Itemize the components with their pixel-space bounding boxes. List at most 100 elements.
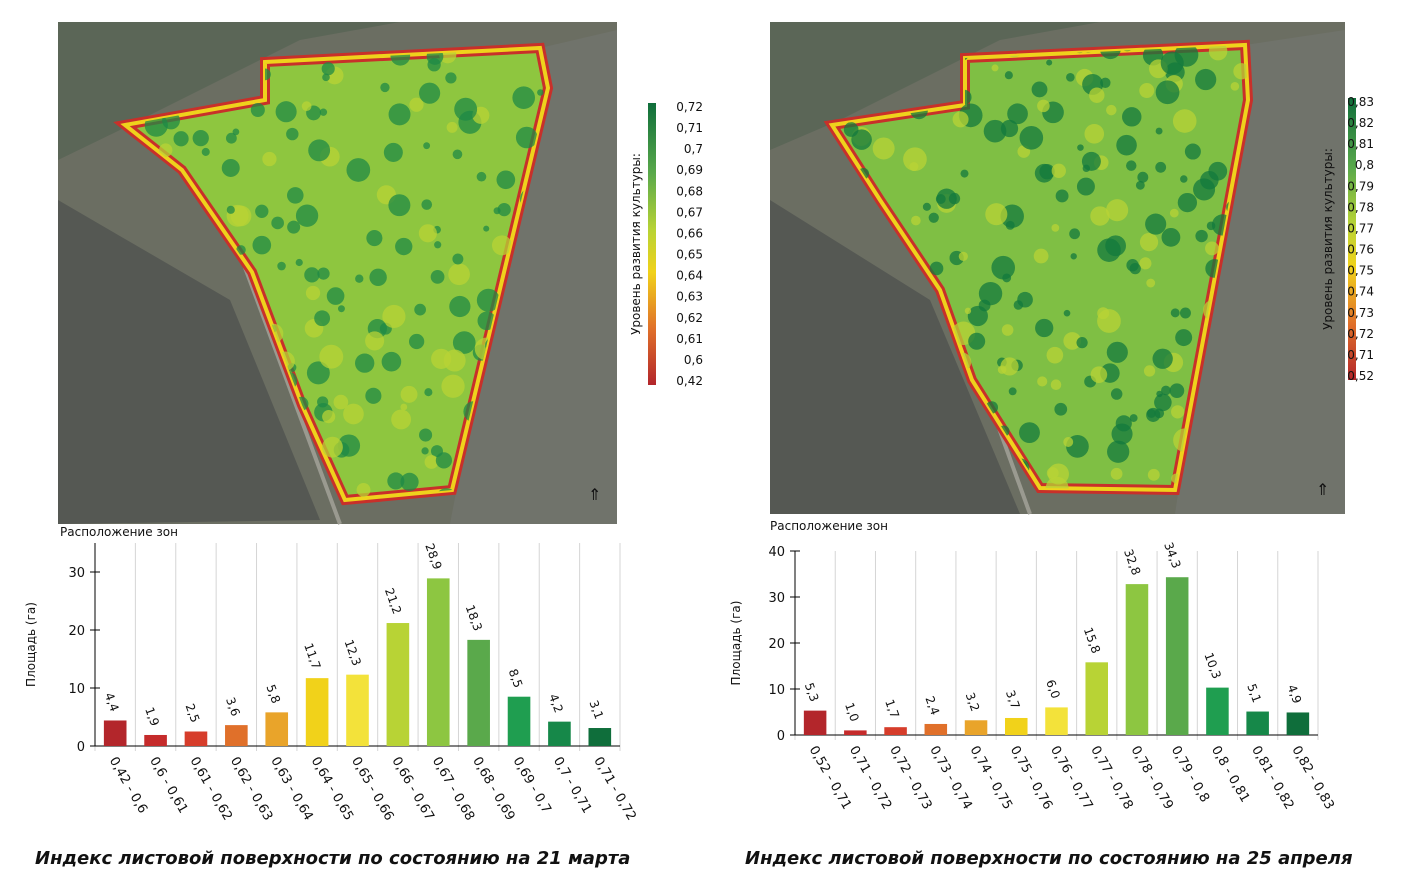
legend-label: 0,69 [676,163,703,177]
value-label: 1,0 [842,701,862,724]
map-spot [389,103,411,125]
map-spot [1107,342,1128,363]
map-spot [1156,80,1180,104]
legend-label: 0,81 [1347,137,1374,151]
map-spot [308,139,330,161]
map-spot [1035,164,1054,183]
legend-label: 0,67 [676,205,703,219]
map-spot [477,172,487,182]
y-tick-label: 0 [777,729,785,744]
bar [467,640,490,746]
map-spot [202,148,210,156]
legend-label: 0,61 [676,332,703,346]
map-spot [1056,190,1069,203]
map-spot [1122,107,1141,126]
map-spot [1137,172,1148,183]
y-tick-label: 0 [77,740,85,755]
legend-label: 0,83 [1347,95,1374,109]
map-spot [1156,128,1163,135]
bar [884,727,907,735]
bar [144,735,167,746]
map-spot [1170,383,1185,398]
map-spot [1032,82,1048,98]
bar [265,712,288,746]
map-spot [322,437,343,458]
legend-label: 0,65 [676,248,703,262]
map-spot [400,473,418,491]
map-spot [968,306,988,326]
map-spot [452,253,463,264]
map-spot [453,150,463,160]
map-spot [979,282,1002,305]
map-spot [414,304,426,316]
map-spot [287,187,304,204]
map-spot [355,353,374,372]
bar [1045,707,1068,735]
map-spot [992,64,999,71]
map-spot [985,203,1007,225]
map-spot [419,83,440,104]
map-spot [395,238,412,255]
value-label: 3,2 [963,691,983,714]
legend-label: 0,42 [676,374,703,388]
map-spot [409,334,424,349]
bar [804,711,827,735]
value-label: 4,4 [102,691,122,714]
map-image: ⇑ [770,22,1345,514]
map-spot [1034,249,1049,264]
bar [1287,712,1310,735]
chart-title: Расположение зон [770,519,888,533]
value-label: 6,0 [1043,678,1063,701]
map-spot [419,224,437,242]
map-spot [366,230,382,246]
map-spot [1126,160,1136,170]
map-spot [388,194,410,216]
map-spot [421,199,432,210]
legend-label: 0,8 [1355,158,1374,172]
value-label: 5,3 [802,681,822,704]
value-label: 1,7 [882,697,902,720]
map-spot [1001,120,1018,137]
legend-label: 0,77 [1347,221,1374,235]
map-spot [296,259,303,266]
map-spot [1205,241,1219,255]
map-spot [1083,165,1090,172]
map-spot [968,333,985,350]
page: ⇑ ⇑ Расположение зонПлощадь (га)Индекс л… [0,0,1404,873]
map-spot [317,396,328,407]
map-spot [233,129,240,136]
bar [844,730,867,735]
y-axis-label: Площадь (га) [24,602,38,687]
bar [1005,718,1028,735]
map-spot [421,447,428,454]
map-spot [851,129,872,150]
legend-label: 0,73 [1347,306,1374,320]
caption: Индекс листовой поверхности по состоянию… [745,848,1353,869]
map-spot [512,86,535,109]
map-spot [1111,388,1122,399]
legend-label: 0,62 [676,311,703,325]
legend-label: 0,72 [1347,327,1374,341]
map-spot [873,137,895,159]
map-spot [365,331,384,350]
map-spot [222,159,240,177]
y-tick-label: 20 [768,637,785,652]
value-label: 5,1 [1244,682,1264,705]
value-label: 3,7 [1003,688,1023,711]
value-label: 4,2 [546,692,566,715]
map-spot [1162,228,1181,247]
map-spot [911,216,921,226]
map-spot [965,308,971,314]
value-label: 5,8 [263,683,283,706]
map-spot [277,262,286,271]
map-spot [929,213,939,223]
map-spot [1140,233,1158,251]
map-spot [1077,178,1095,196]
map-spot [401,386,418,403]
map-spot [252,236,271,255]
map-spot [434,241,441,248]
value-label: 12,3 [342,638,364,668]
map-spot [1097,309,1121,333]
y-tick-label: 40 [768,545,785,560]
map-spot [1066,73,1075,82]
